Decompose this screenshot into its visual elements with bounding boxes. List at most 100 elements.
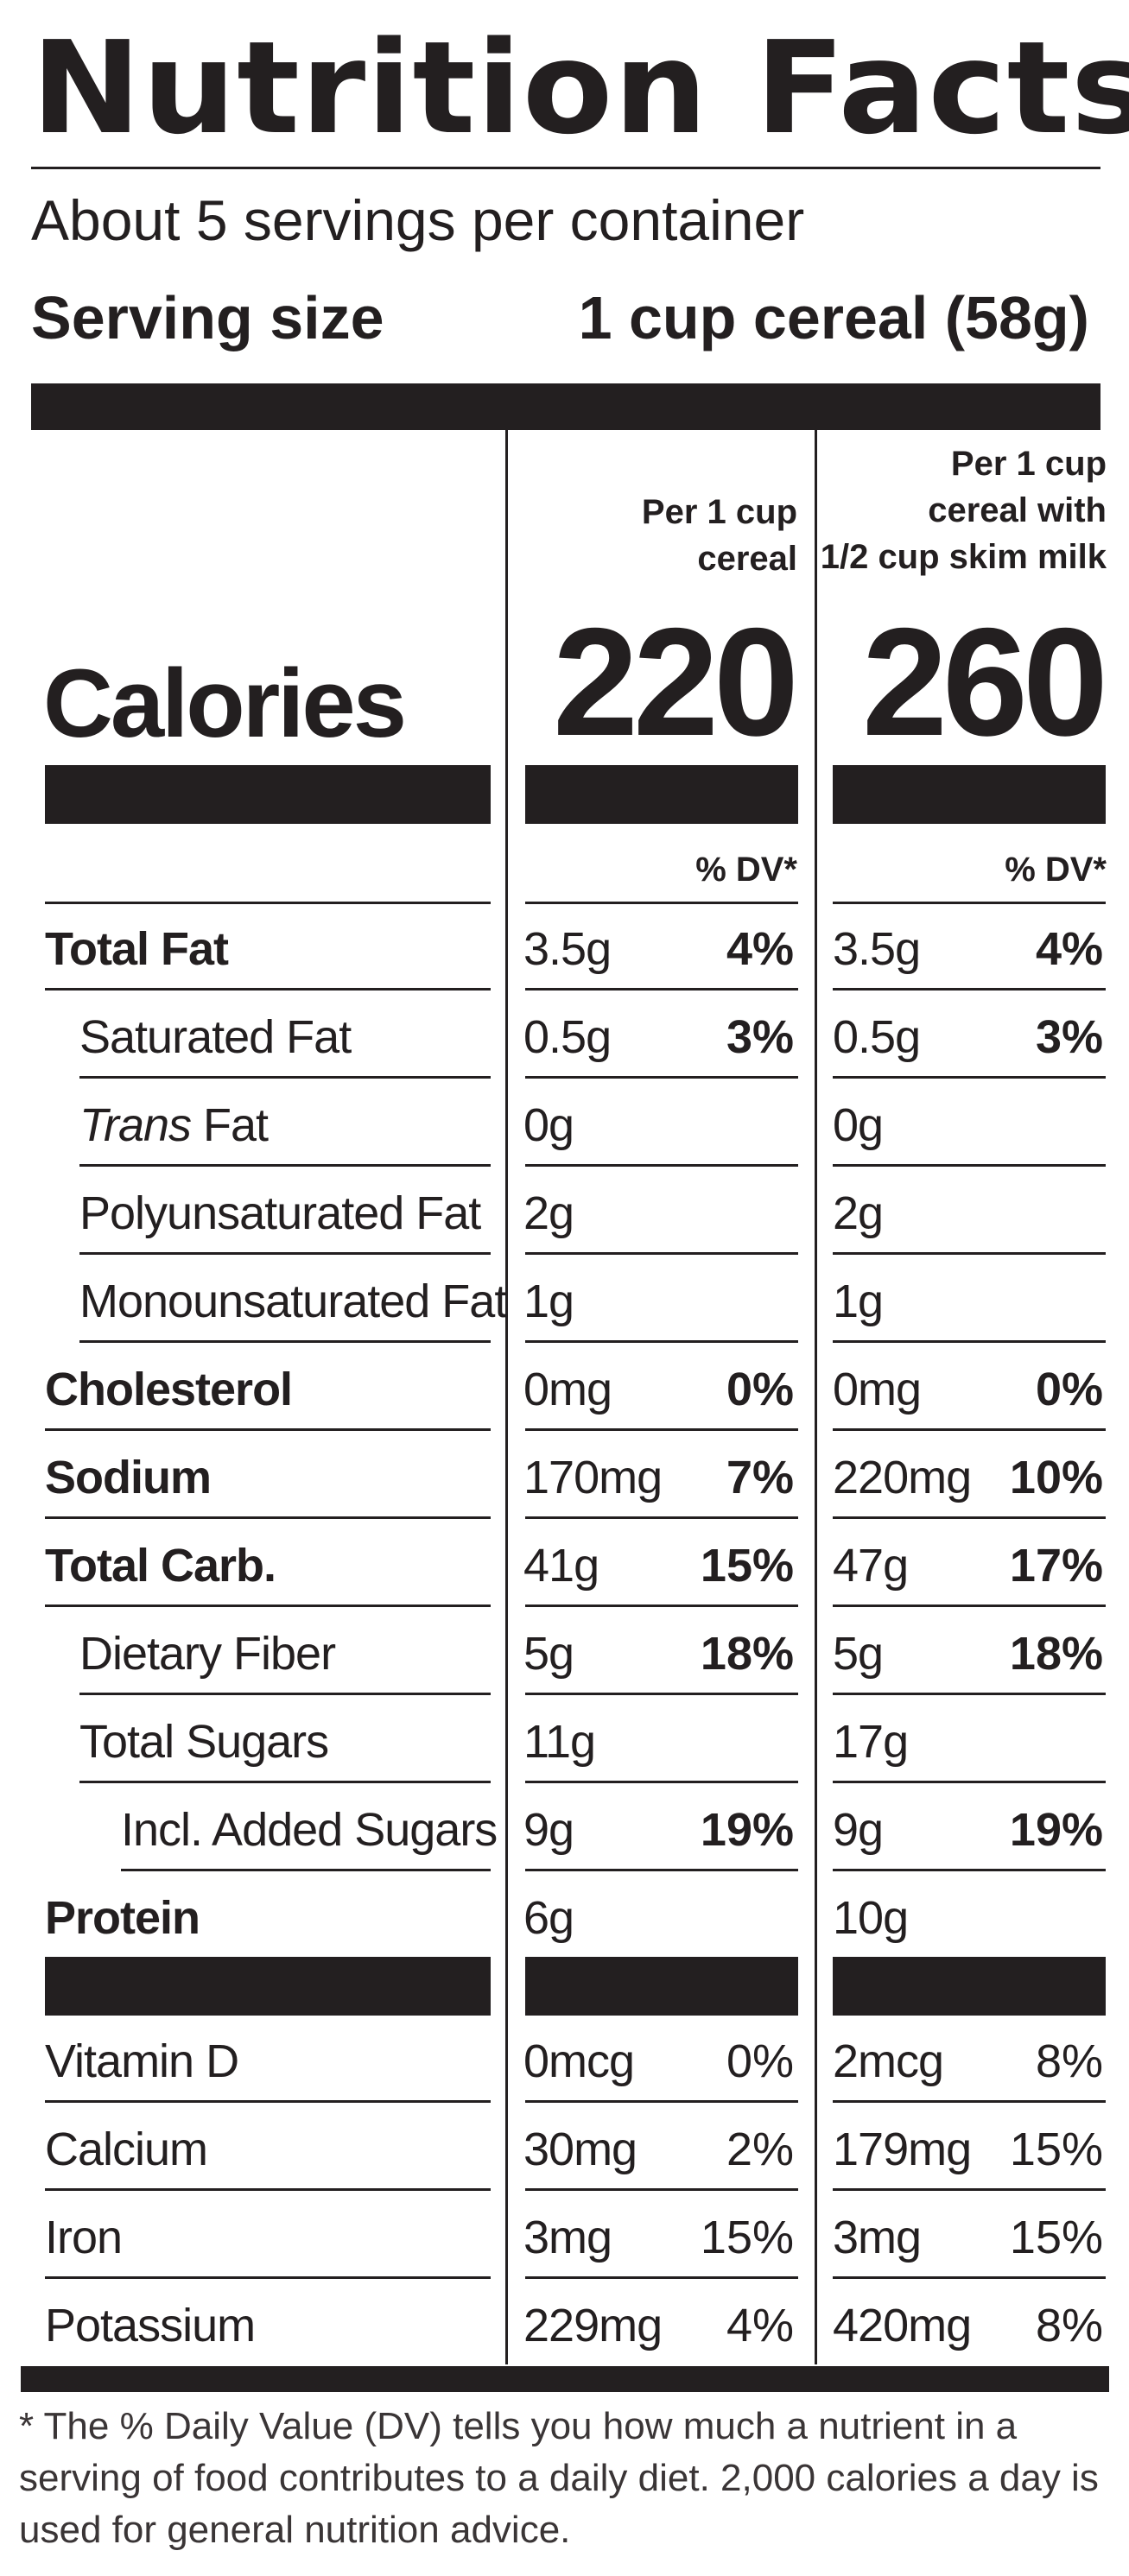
row-divider-cereal: [525, 1869, 798, 1871]
row-divider-cereal: [525, 988, 798, 991]
nutrient-name: Potassium: [45, 2300, 256, 2351]
row-divider-label: [45, 1516, 491, 1519]
amount-with-milk: 5g: [833, 1628, 884, 1680]
amount-with-milk: 1g: [833, 1275, 884, 1327]
row-divider-with-milk: [833, 2188, 1106, 2191]
amount-with-milk: 0mg: [833, 1364, 922, 1415]
amount-with-milk: 3mg: [833, 2212, 922, 2263]
vitamin-row-iron: Iron 3mg 15% 3mg 15%: [0, 2192, 1129, 2279]
dv-cereal: 3%: [726, 1011, 794, 1063]
amount-cereal: 229mg: [523, 2300, 663, 2351]
amount-with-milk: 3.5g: [833, 923, 921, 975]
dv-with-milk: 19%: [1009, 1804, 1103, 1856]
dv-cereal: 0%: [726, 1364, 794, 1415]
calories-value-with-milk: 260: [862, 596, 1108, 768]
row-divider-label: [45, 2276, 491, 2279]
row-divider-cereal: [525, 1428, 798, 1431]
amount-with-milk: 0.5g: [833, 1011, 921, 1063]
row-divider-with-milk: [833, 1076, 1106, 1079]
row-divider-with-milk: [833, 1252, 1106, 1255]
row-divider-label: [79, 1164, 491, 1167]
amount-cereal: 3mg: [523, 2212, 612, 2263]
row-divider-with-milk: [833, 1164, 1106, 1167]
row-divider-with-milk: [833, 1604, 1106, 1607]
row-divider-with-milk: [833, 2276, 1106, 2279]
vitamin-row-calcium: Calcium 30mg 2% 179mg 15%: [0, 2104, 1129, 2191]
dv-with-milk: 4%: [1035, 923, 1103, 975]
row-divider-with-milk: [833, 1693, 1106, 1695]
calories-label: Calories: [43, 649, 407, 757]
nutrient-name: Total Fat: [45, 923, 229, 975]
amount-cereal: 6g: [523, 1892, 574, 1944]
amount-cereal: 11g: [523, 1716, 596, 1768]
row-divider-cereal: [525, 1164, 798, 1167]
vitamin-row-vitamin-d: Vitamin D 0mcg 0% 2mcg 8%: [0, 2016, 1129, 2103]
row-divider-cereal: [525, 1076, 798, 1079]
row-divider-label: [45, 1428, 491, 1431]
amount-with-milk: 2mcg: [833, 2035, 944, 2087]
dv-with-milk: 15%: [1009, 2212, 1103, 2263]
amount-cereal: 0g: [523, 1099, 574, 1151]
nutrient-name: Cholesterol: [45, 1364, 293, 1415]
amount-with-milk: 0g: [833, 1099, 884, 1151]
dv-cereal: 15%: [700, 2212, 794, 2263]
vitamin-bar-3: [833, 1957, 1106, 2016]
amount-with-milk: 47g: [833, 1540, 909, 1592]
nutrient-name: Incl. Added Sugars: [121, 1804, 498, 1856]
row-divider-cereal: [525, 1340, 798, 1343]
servings-per-container: About 5 servings per container: [31, 188, 805, 252]
amount-with-milk: 179mg: [833, 2123, 972, 2175]
amount-cereal: 9g: [523, 1804, 574, 1856]
nutrient-row-protein: Protein 6g 10g: [0, 1872, 1129, 1959]
nutrient-name: Trans Fat: [79, 1099, 269, 1151]
vitamin-bar-2: [525, 1957, 798, 2016]
nutrient-name: Monounsaturated Fat: [79, 1275, 507, 1327]
dv-cereal: 2%: [726, 2123, 794, 2175]
nutrient-row-total-sugars: Total Sugars 11g 17g: [0, 1696, 1129, 1783]
dv-header-line-3: [833, 902, 1106, 904]
row-divider-cereal: [525, 1252, 798, 1255]
calories-value-cereal: 220: [553, 596, 799, 768]
dv-with-milk: 0%: [1035, 1364, 1103, 1415]
nutrient-name: Sodium: [45, 1452, 212, 1503]
nutrient-name: Vitamin D: [45, 2035, 239, 2087]
row-divider-with-milk: [833, 2100, 1106, 2103]
nutrient-row-total-fat: Total Fat 3.5g 4% 3.5g 4%: [0, 903, 1129, 991]
dv-cereal: 15%: [700, 1540, 794, 1592]
row-divider-with-milk: [833, 1516, 1106, 1519]
title: Nutrition Facts: [31, 14, 1129, 162]
row-divider-label: [79, 1693, 491, 1695]
nutrient-row-monounsaturated-fat: Monounsaturated Fat 1g 1g: [0, 1256, 1129, 1343]
column-divider-2: [815, 430, 817, 2364]
title-rule: [31, 167, 1100, 169]
calories-bar-2: [525, 765, 798, 824]
nutrient-row-cholesterol: Cholesterol 0mg 0% 0mg 0%: [0, 1344, 1129, 1431]
dv-cereal: 0%: [726, 2035, 794, 2087]
amount-with-milk: 220mg: [833, 1452, 972, 1503]
serving-size-value: 1 cup cereal (58g): [578, 284, 1089, 351]
nutrient-name: Iron: [45, 2212, 123, 2263]
calories-bar-3: [833, 765, 1106, 824]
dv-with-milk: 8%: [1035, 2300, 1103, 2351]
row-divider-with-milk: [833, 1428, 1106, 1431]
dv-with-milk: 8%: [1035, 2035, 1103, 2087]
dv-with-milk: 15%: [1009, 2123, 1103, 2175]
vitamin-row-potassium: Potassium 229mg 4% 420mg 8%: [0, 2280, 1129, 2367]
row-divider-with-milk: [833, 1340, 1106, 1343]
nutrient-name: Polyunsaturated Fat: [79, 1187, 481, 1239]
nutrient-row-dietary-fiber: Dietary Fiber 5g 18% 5g 18%: [0, 1608, 1129, 1695]
nutrient-row-sodium: Sodium 170mg 7% 220mg 10%: [0, 1432, 1129, 1519]
row-divider-with-milk: [833, 1781, 1106, 1783]
dv-header-line-1: [45, 902, 491, 904]
row-divider-with-milk: [833, 1869, 1106, 1871]
vitamin-bar-1: [45, 1957, 491, 2016]
dv-with-milk: 10%: [1009, 1452, 1103, 1503]
row-divider-cereal: [525, 2276, 798, 2279]
dv-cereal: 19%: [700, 1804, 794, 1856]
nutrient-name: Calcium: [45, 2123, 208, 2175]
row-divider-cereal: [525, 2100, 798, 2103]
row-divider-label: [45, 2188, 491, 2191]
row-divider-with-milk: [833, 988, 1106, 991]
nutrient-name: Total Carb.: [45, 1540, 276, 1592]
